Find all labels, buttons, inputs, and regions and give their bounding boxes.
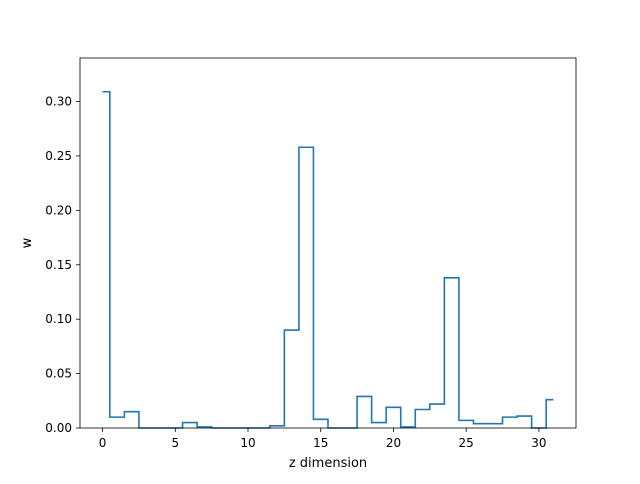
y-tick-label: 0.30	[45, 95, 72, 109]
y-tick-label: 0.00	[45, 421, 72, 435]
y-tick-label: 0.15	[45, 258, 72, 272]
x-tick-label: 0	[99, 436, 107, 450]
y-axis-label: w	[20, 237, 35, 248]
x-tick-label: 25	[459, 436, 474, 450]
x-tick-label: 15	[313, 436, 328, 450]
y-tick-label: 0.20	[45, 203, 72, 217]
x-tick-label: 20	[386, 436, 401, 450]
y-tick-label: 0.10	[45, 312, 72, 326]
x-axis: 0 5 10 15 20 25 30	[99, 428, 547, 450]
y-tick-label: 0.25	[45, 149, 72, 163]
y-tick-label: 0.05	[45, 367, 72, 381]
axes-frame	[79, 57, 577, 429]
plot-area	[80, 58, 576, 428]
x-axis-label: z dimension	[289, 456, 367, 471]
y-axis: 0.00 0.05 0.10 0.15 0.20 0.25 0.30	[45, 95, 80, 435]
x-tick-label: 5	[171, 436, 179, 450]
x-tick-label: 30	[531, 436, 546, 450]
x-tick-label: 10	[240, 436, 255, 450]
